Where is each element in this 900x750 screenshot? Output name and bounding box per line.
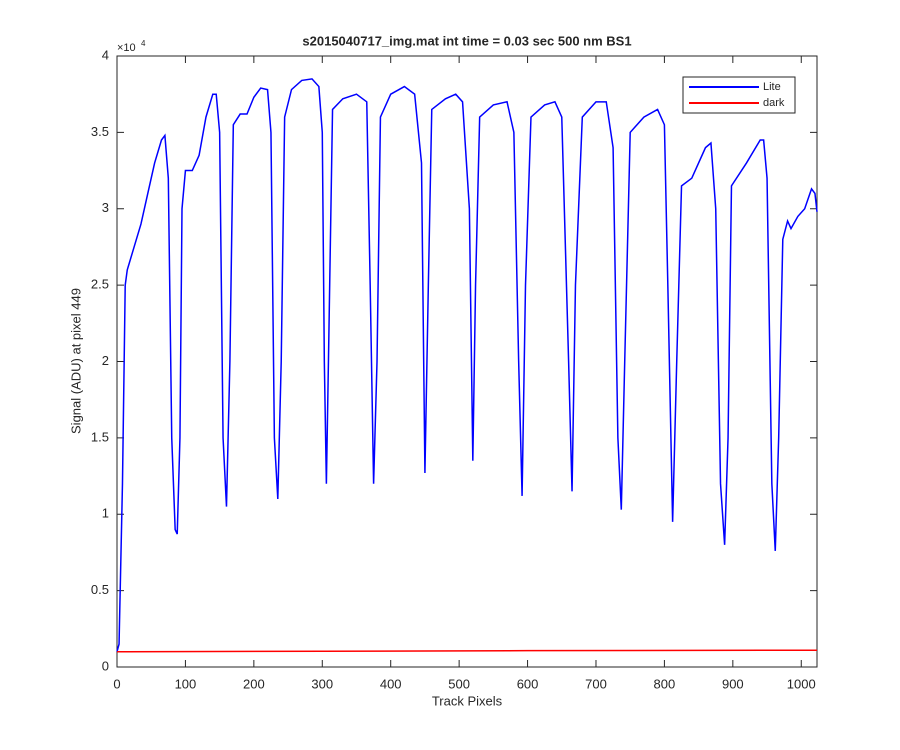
x-tick-label: 700 bbox=[585, 676, 607, 691]
x-tick-label: 0 bbox=[113, 676, 120, 691]
y-tick-label: 3 bbox=[102, 200, 109, 215]
x-tick-label: 500 bbox=[448, 676, 470, 691]
y-tick-label: 2.5 bbox=[91, 277, 109, 292]
y-multiplier-exponent: 4 bbox=[141, 39, 146, 48]
x-tick-label: 900 bbox=[722, 676, 744, 691]
x-tick-label: 100 bbox=[175, 676, 197, 691]
y-tick-label: 4 bbox=[102, 47, 109, 62]
x-axis-label: Track Pixels bbox=[432, 693, 503, 708]
x-tick-label: 800 bbox=[654, 676, 676, 691]
y-multiplier: ×10 bbox=[117, 42, 136, 54]
y-tick-label: 0.5 bbox=[91, 582, 109, 597]
y-axis-label: Signal (ADU) at pixel 449 bbox=[68, 288, 83, 434]
x-tick-label: 400 bbox=[380, 676, 402, 691]
y-tick-label: 3.5 bbox=[91, 124, 109, 139]
line-series bbox=[116, 78, 818, 652]
x-tick-label: 600 bbox=[517, 676, 539, 691]
y-tick-label: 1.5 bbox=[91, 429, 109, 444]
line-series bbox=[116, 649, 818, 653]
x-tick-label: 200 bbox=[243, 676, 265, 691]
chart-title: s2015040717_img.mat int time = 0.03 sec … bbox=[302, 33, 631, 48]
legend-label: Lite bbox=[763, 81, 781, 93]
y-tick-label: 0 bbox=[102, 658, 109, 673]
y-tick-label: 2 bbox=[102, 353, 109, 368]
x-tick-label: 1000 bbox=[787, 676, 816, 691]
legend-label: dark bbox=[763, 97, 785, 109]
y-tick-label: 1 bbox=[102, 506, 109, 521]
x-tick-label: 300 bbox=[311, 676, 333, 691]
legend-box bbox=[682, 76, 796, 114]
